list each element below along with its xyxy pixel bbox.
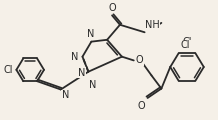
Text: NH: NH: [145, 20, 159, 30]
Text: Cl: Cl: [181, 40, 190, 50]
Text: O: O: [136, 55, 143, 65]
Text: N: N: [62, 90, 69, 100]
Text: O: O: [138, 101, 146, 111]
Text: N: N: [89, 80, 96, 90]
Text: N: N: [78, 68, 85, 78]
Text: N: N: [87, 29, 94, 39]
Text: Cl: Cl: [4, 65, 14, 75]
Text: N: N: [71, 52, 78, 62]
Text: O: O: [108, 3, 116, 13]
Text: Cl: Cl: [182, 37, 192, 47]
